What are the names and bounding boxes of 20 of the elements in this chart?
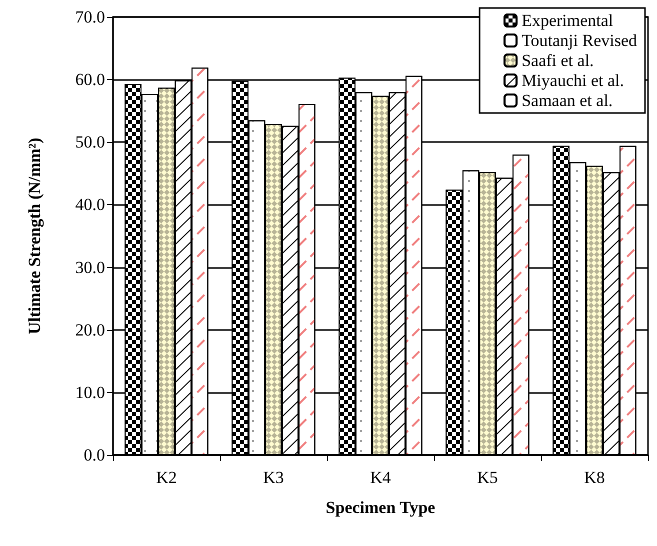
y-tick-label: 10.0: [75, 382, 105, 402]
x-axis-title: Specimen Type: [326, 498, 436, 517]
legend-label: Saafi et al.: [522, 51, 594, 70]
legend-label: Samaan et al.: [522, 91, 613, 110]
x-tick-label: K8: [584, 468, 605, 487]
y-tick-label: 20.0: [75, 320, 105, 340]
y-tick-label: 70.0: [75, 8, 105, 26]
legend-label: Experimental: [522, 11, 614, 30]
x-tick-label: K5: [477, 468, 498, 487]
y-axis-title: Ultimate Strength (N/mm²): [25, 138, 44, 334]
x-tick-label: K2: [156, 468, 177, 487]
legend-label: Toutanji Revised: [522, 31, 638, 50]
y-tick-label: 30.0: [75, 258, 105, 277]
x-tick-label: K3: [263, 468, 284, 487]
y-tick-label: 40.0: [75, 195, 105, 214]
x-tick-label: K4: [370, 468, 392, 487]
y-tick-label: 60.0: [75, 70, 105, 90]
y-tick-label: 0.0: [84, 446, 105, 464]
legend-label: Miyauchi et al.: [522, 71, 624, 90]
y-tick-label: 50.0: [75, 132, 105, 152]
